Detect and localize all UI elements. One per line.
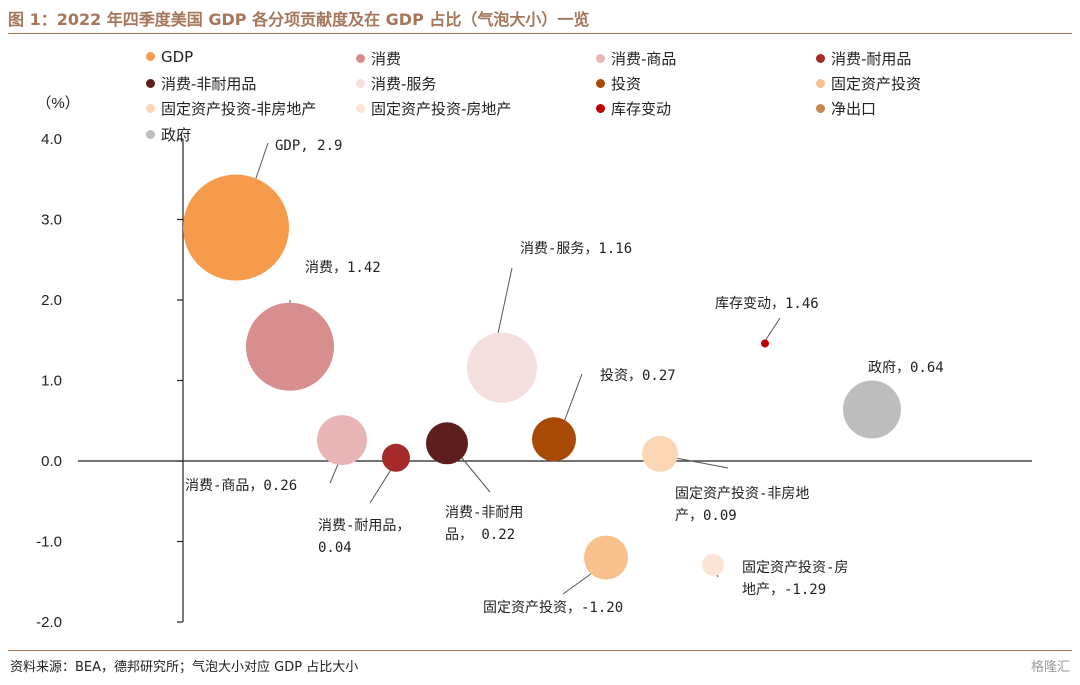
data-label-5: 消费-服务，1.16 (520, 241, 632, 257)
title-divider (8, 33, 1072, 34)
data-label-10: 库存变动，1.46 (715, 296, 819, 312)
legend-marker (146, 52, 155, 61)
legend-label: 固定资产投资-非房地产 (161, 100, 317, 118)
legend-marker (146, 104, 155, 113)
legend-marker (596, 54, 605, 63)
y-tick-label: 4.0 (41, 131, 62, 148)
legend-label: 消费 (371, 50, 402, 68)
legend-marker (146, 79, 155, 88)
bubble-5 (467, 332, 537, 403)
leader-line-5 (496, 267, 513, 339)
legend-item-1: 消费 (356, 48, 401, 69)
bubble-9 (702, 553, 724, 576)
y-tick-label: 1.0 (41, 373, 62, 390)
bubble-chart: 4.0 3.0 2.0 1.0 0.0 -1.0 -2.0 （%） GDP, 2.9 消费，1.… (36, 95, 1032, 631)
y-tick-label: 0.0 (41, 453, 62, 470)
data-label-8: 产，0.09 (675, 508, 737, 524)
legend-marker (816, 79, 825, 88)
legend-marker (356, 79, 365, 88)
bubble-11 (843, 380, 901, 439)
leader-line-3 (369, 467, 393, 504)
legend-label: GDP (161, 48, 194, 66)
data-label-6: 投资，0.27 (600, 368, 676, 384)
legend-marker (816, 54, 825, 63)
legend-item-9: 固定资产投资-房地产 (356, 98, 511, 119)
y-axis-unit: （%） (36, 95, 79, 112)
y-tick-label: 2.0 (41, 292, 62, 309)
legend-label: 消费-耐用品 (831, 50, 912, 68)
legend-label: 消费-服务 (371, 75, 437, 93)
y-tick-label: -2.0 (36, 614, 62, 631)
data-label-9: 地产，-1.29 (742, 582, 826, 598)
source-note: 资料来源：BEA，德邦研究所；气泡大小对应 GDP 占比大小 (10, 660, 359, 675)
data-label-3: 0.04 (318, 540, 352, 556)
legend-label: 消费-非耐用品 (161, 75, 257, 93)
legend-item-5: 消费-服务 (356, 73, 436, 94)
legend-item-11: 净出口 (816, 98, 876, 119)
data-label-3: 消费-耐用品， (318, 518, 410, 534)
legend-label: 库存变动 (611, 100, 672, 118)
footer-divider (8, 650, 1072, 651)
legend-item-0: GDP (146, 48, 193, 66)
bubble-10 (761, 339, 769, 348)
legend-item-7: 固定资产投资 (816, 73, 921, 94)
data-label-4: 品， 0.22 (445, 527, 515, 543)
watermark: 格隆汇 (1030, 660, 1070, 675)
legend-item-4: 消费-非耐用品 (146, 73, 256, 94)
data-label-8: 固定资产投资-非房地 (675, 486, 809, 502)
legend-marker (356, 104, 365, 113)
bubble-1 (246, 302, 334, 391)
legend-item-10: 库存变动 (596, 98, 671, 119)
bubble-0 (183, 174, 289, 281)
y-tick-label: 3.0 (41, 212, 62, 229)
legend-label: 投资 (611, 75, 642, 93)
bubbles (183, 174, 901, 580)
legend-item-8: 固定资产投资-非房地产 (146, 98, 316, 119)
data-label-4: 消费-非耐用 (445, 505, 523, 521)
data-labels: GDP, 2.9 消费，1.42 消费-商品，0.26 消费-耐用品， 0.04 消费-非… (185, 138, 944, 616)
legend-label: 固定资产投资-房地产 (371, 100, 512, 118)
legend-label: 固定资产投资 (831, 75, 922, 93)
legend-item-2: 消费-商品 (596, 48, 676, 69)
legend-item-6: 投资 (596, 73, 641, 94)
bubble-7 (584, 535, 628, 580)
data-label-11: 政府，0.64 (868, 360, 944, 376)
legend-label: 净出口 (831, 100, 877, 118)
bubble-2 (317, 415, 367, 466)
data-label-1: 消费，1.42 (305, 260, 381, 276)
legend-marker (596, 79, 605, 88)
data-label-2: 消费-商品，0.26 (185, 478, 297, 494)
y-tick-label: -1.0 (36, 534, 62, 551)
legend-marker (596, 104, 605, 113)
data-label-0: GDP, 2.9 (275, 138, 342, 154)
leader-line-10 (764, 317, 781, 342)
legend-label: 消费-商品 (611, 50, 677, 68)
chart-title: 图 1：2022 年四季度美国 GDP 各分项贡献度及在 GDP 占比（气泡大小… (8, 10, 590, 29)
bubble-6 (532, 417, 576, 462)
legend-marker (146, 130, 155, 139)
legend-marker (816, 104, 825, 113)
data-label-9: 固定资产投资-房 (742, 560, 848, 576)
legend-item-3: 消费-耐用品 (816, 48, 911, 69)
bubble-4 (426, 422, 468, 465)
bubble-3 (382, 443, 410, 472)
bubble-8 (642, 435, 678, 472)
legend-marker (356, 54, 365, 63)
data-label-7: 固定资产投资，-1.20 (483, 600, 623, 616)
